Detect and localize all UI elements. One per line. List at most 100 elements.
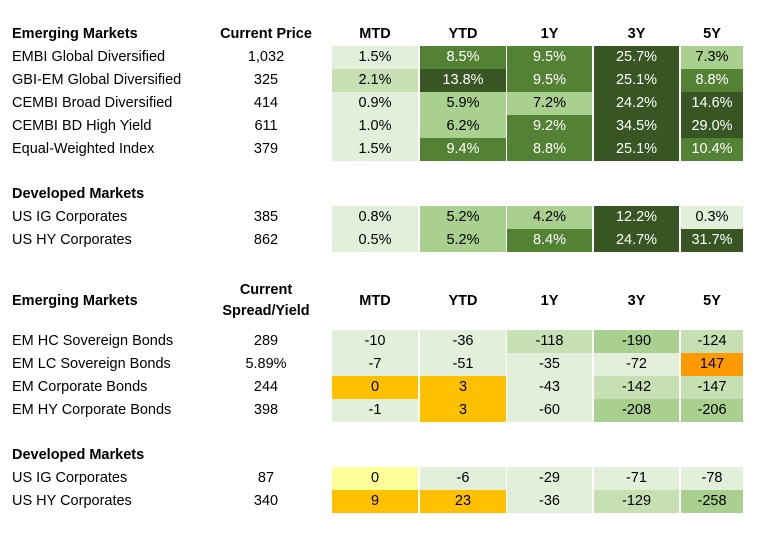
returns-dm-row-1-price: 862 <box>253 232 279 248</box>
returns-em-row-3-value-3y: 34.5% <box>594 115 679 138</box>
returns-em-row-2-value-3y: 24.2% <box>594 92 679 115</box>
spreads-dm-row-1-price: 340 <box>253 493 279 509</box>
current-spread-yield-header: Current Spread/Yield <box>212 280 320 322</box>
returns-dm-row-0-value-1y: 4.2% <box>507 206 592 229</box>
returns-dm-row-0-value-ytd: 5.2% <box>420 206 506 229</box>
spreads-em-row-2-value-3y: -142 <box>594 376 679 399</box>
period-header-5y: 5Y <box>703 293 721 309</box>
returns-em-row-2-value-1y: 7.2% <box>507 92 592 115</box>
spreads-dm-row-0-value-3y: -71 <box>594 467 679 490</box>
returns-em-row-2-value-ytd: 5.9% <box>420 92 506 115</box>
period-header-1y: 1Y <box>540 26 559 42</box>
spreads-dm-row-0-value-ytd: -6 <box>420 467 506 490</box>
returns-dm-row-1-value-3y: 24.7% <box>594 229 679 252</box>
returns-em-row-1-value-ytd: 13.8% <box>420 69 506 92</box>
spreads-dm-row-0-price: 87 <box>257 470 275 486</box>
returns-dm-row-0-value-5y: 0.3% <box>681 206 743 229</box>
period-header-ytd: YTD <box>448 26 478 42</box>
returns-em-row-4-value-ytd: 9.4% <box>420 138 506 161</box>
spreads-em-row-0-value-1y: -118 <box>507 330 592 353</box>
returns-em-row-0-value-5y: 7.3% <box>681 46 743 69</box>
returns-em-row-4-name: Equal-Weighted Index <box>12 141 155 157</box>
returns-em-row-2-value-mtd: 0.9% <box>332 92 418 115</box>
returns-em-row-1-value-1y: 9.5% <box>507 69 592 92</box>
period-header-3y: 3Y <box>627 293 646 309</box>
spreads-em-row-0-value-ytd: -36 <box>420 330 506 353</box>
spreads-em-row-1-value-ytd: -51 <box>420 353 506 376</box>
returns-em-row-3-name: CEMBI BD High Yield <box>12 118 152 134</box>
returns-em-row-2-price: 414 <box>253 95 279 111</box>
returns-em-row-0-price: 1,032 <box>247 49 285 65</box>
returns-em-row-1-value-5y: 8.8% <box>681 69 743 92</box>
returns-em-row-4-value-mtd: 1.5% <box>332 138 418 161</box>
spreads-em-row-2-value-mtd: 0 <box>332 376 418 399</box>
spreads-em-row-0-value-5y: -124 <box>681 330 743 353</box>
spreads-em-row-3-price: 398 <box>253 402 279 418</box>
returns-em-row-4-value-3y: 25.1% <box>594 138 679 161</box>
spreads-em-row-0-name: EM HC Sovereign Bonds <box>12 333 174 349</box>
returns-em-row-0-value-3y: 25.7% <box>594 46 679 69</box>
returns-dm-section-title: Developed Markets <box>12 186 145 202</box>
spreads-em-row-0-price: 289 <box>253 333 279 349</box>
period-header-1y: 1Y <box>540 293 559 309</box>
returns-em-row-1-value-mtd: 2.1% <box>332 69 418 92</box>
spreads-em-row-3-value-5y: -206 <box>681 399 743 422</box>
period-header-3y: 3Y <box>627 26 646 42</box>
returns-dm-row-0-value-3y: 12.2% <box>594 206 679 229</box>
spreads-dm-row-0-value-5y: -78 <box>681 467 743 490</box>
returns-em-row-0-value-ytd: 8.5% <box>420 46 506 69</box>
returns-dm-row-1-name: US HY Corporates <box>12 232 132 248</box>
spreads-em-row-1-value-1y: -35 <box>507 353 592 376</box>
returns-dm-row-0-name: US IG Corporates <box>12 209 128 225</box>
period-header-5y: 5Y <box>703 26 721 42</box>
returns-em-row-1-name: GBI-EM Global Diversified <box>12 72 182 88</box>
spreads-em-row-2-value-1y: -43 <box>507 376 592 399</box>
returns-em-row-3-price: 611 <box>254 118 278 134</box>
spreads-em-row-3-name: EM HY Corporate Bonds <box>12 402 172 418</box>
spreads-em-row-3-value-3y: -208 <box>594 399 679 422</box>
spreads-em-row-1-value-3y: -72 <box>594 353 679 376</box>
header-line-1: Current <box>239 282 293 298</box>
returns-em-row-1-price: 325 <box>253 72 279 88</box>
returns-dm-row-1-value-mtd: 0.5% <box>332 229 418 252</box>
returns-dm-row-1-value-ytd: 5.2% <box>420 229 506 252</box>
returns-dm-row-1-value-5y: 31.7% <box>681 229 743 252</box>
returns-em-row-4-value-5y: 10.4% <box>681 138 743 161</box>
returns-em-row-0-value-1y: 9.5% <box>507 46 592 69</box>
returns-dm-row-0-value-mtd: 0.8% <box>332 206 418 229</box>
spreads-dm-row-1-value-mtd: 9 <box>332 490 418 513</box>
returns-em-row-4-value-1y: 8.8% <box>507 138 592 161</box>
spreads-dm-row-1-value-3y: -129 <box>594 490 679 513</box>
spreads-em-section-title: Emerging Markets <box>12 293 138 309</box>
period-header-mtd: MTD <box>359 26 391 42</box>
spreads-em-row-1-value-mtd: -7 <box>332 353 418 376</box>
spreads-em-row-2-name: EM Corporate Bonds <box>12 379 148 395</box>
spreads-em-row-3-value-mtd: -1 <box>332 399 418 422</box>
returns-em-row-3-value-5y: 29.0% <box>681 115 743 138</box>
spreads-em-row-2-value-5y: -147 <box>681 376 743 399</box>
spreads-dm-section-title: Developed Markets <box>12 447 145 463</box>
spreads-em-row-2-value-ytd: 3 <box>420 376 506 399</box>
spreads-em-row-0-value-mtd: -10 <box>332 330 418 353</box>
spreads-dm-row-0-value-1y: -29 <box>507 467 592 490</box>
returns-em-section-title: Emerging Markets <box>12 26 138 42</box>
returns-em-row-2-name: CEMBI Broad Diversified <box>12 95 173 111</box>
returns-em-row-1-value-3y: 25.1% <box>594 69 679 92</box>
spreads-em-row-1-price: 5.89% <box>245 356 287 372</box>
spreads-em-row-1-name: EM LC Sovereign Bonds <box>12 356 171 372</box>
spreads-dm-row-1-value-1y: -36 <box>507 490 592 513</box>
spreads-em-row-1-value-5y: 147 <box>681 353 743 376</box>
returns-dm-row-0-price: 385 <box>253 209 279 225</box>
spreads-em-row-3-value-ytd: 3 <box>420 399 506 422</box>
period-header-mtd: MTD <box>359 293 391 309</box>
returns-em-row-0-name: EMBI Global Diversified <box>12 49 166 65</box>
spreads-em-row-3-value-1y: -60 <box>507 399 592 422</box>
spreads-dm-row-0-name: US IG Corporates <box>12 470 128 486</box>
returns-em-row-0-value-mtd: 1.5% <box>332 46 418 69</box>
returns-dm-row-1-value-1y: 8.4% <box>507 229 592 252</box>
period-header-ytd: YTD <box>448 293 478 309</box>
spreads-dm-row-1-name: US HY Corporates <box>12 493 132 509</box>
spreads-em-row-0-value-3y: -190 <box>594 330 679 353</box>
returns-em-row-4-price: 379 <box>253 141 279 157</box>
